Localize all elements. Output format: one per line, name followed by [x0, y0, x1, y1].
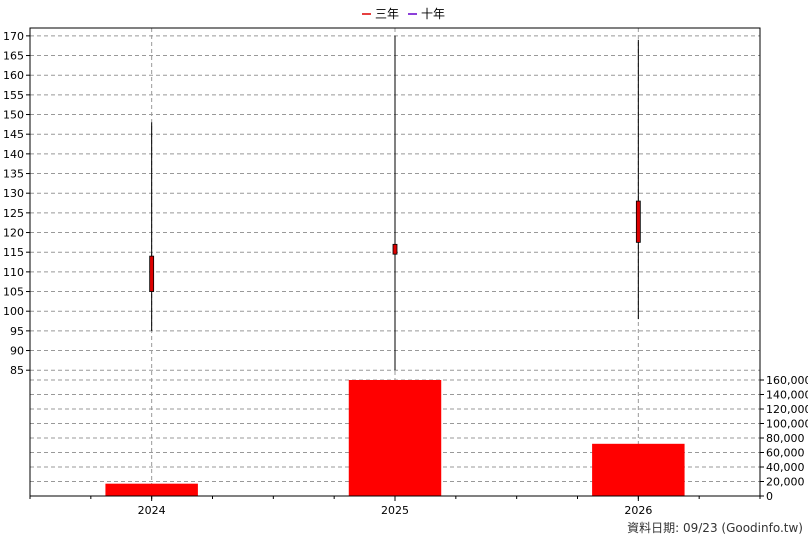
legend-label: 三年 [375, 7, 399, 21]
volume-tick-label: 60,000 [766, 447, 805, 460]
price-tick-label: 90 [10, 345, 24, 358]
x-tick-label: 2026 [624, 504, 652, 517]
legend: 三年 十年 [362, 7, 445, 21]
price-tick-label: 85 [10, 364, 24, 377]
price-tick-label: 140 [3, 148, 24, 161]
volume-tick-label: 160,000 [766, 374, 808, 387]
volume-bar [348, 380, 442, 496]
x-tick-label: 2025 [381, 504, 409, 517]
price-tick-label: 160 [3, 69, 24, 82]
price-tick-label: 125 [3, 207, 24, 220]
price-tick-label: 135 [3, 168, 24, 181]
price-tick-label: 95 [10, 325, 24, 338]
axis-layer: 85 90 95 100 105 110 115 120 125 130 135 140 145 150 1… [3, 27, 808, 517]
candle-body [392, 243, 398, 255]
legend-label: 十年 [421, 7, 445, 21]
volume-layer [105, 380, 685, 496]
volume-bar [105, 483, 198, 496]
candle-body [635, 200, 641, 243]
volume-tick-label: 100,000 [766, 418, 808, 431]
volume-bar [592, 443, 685, 496]
x-tick-label: 2024 [138, 504, 166, 517]
volume-tick-label: 20,000 [766, 476, 805, 489]
price-tick-label: 105 [3, 286, 24, 299]
price-tick-label: 110 [3, 266, 24, 279]
candle-layer [149, 35, 641, 371]
price-tick-label: 100 [3, 305, 24, 318]
price-tick-label: 115 [3, 246, 24, 259]
price-tick-label: 170 [3, 30, 24, 43]
data-date-footer: 資料日期: 09/23 (Goodinfo.tw) [627, 521, 803, 535]
price-tick-label: 165 [3, 50, 24, 63]
price-tick-label: 150 [3, 109, 24, 122]
candle-body [149, 255, 155, 292]
price-tick-label: 145 [3, 128, 24, 141]
volume-tick-label: 140,000 [766, 389, 808, 402]
price-tick-label: 130 [3, 187, 24, 200]
volume-tick-label: 80,000 [766, 432, 805, 445]
price-tick-label: 155 [3, 89, 24, 102]
volume-tick-label: 0 [766, 490, 773, 503]
volume-tick-label: 120,000 [766, 403, 808, 416]
volume-tick-label: 40,000 [766, 461, 805, 474]
price-tick-label: 120 [3, 227, 24, 240]
